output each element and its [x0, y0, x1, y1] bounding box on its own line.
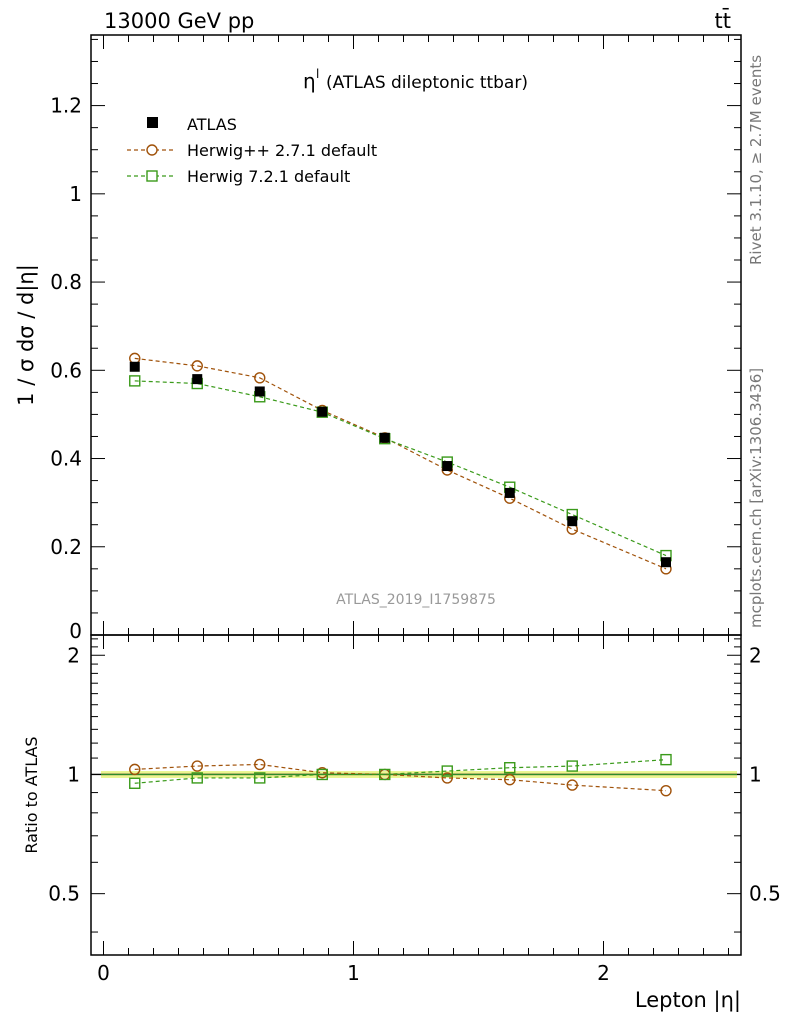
series-layer: [129, 352, 672, 797]
ratio-y-axis-label: Ratio to ATLAS: [22, 736, 41, 853]
plot-title: η l (ATLAS dileptonic ttbar): [303, 67, 528, 93]
ratio-tick-label-right: 0.5: [749, 882, 781, 906]
herwig-2-7-1-default-ratio-point: [566, 779, 578, 791]
ratio-tick-label-left: 2: [67, 643, 80, 667]
y-tick-label: 0.4: [50, 447, 82, 471]
herwig-2-7-1-default-ratio-point: [191, 760, 203, 772]
atlas-point: [661, 557, 671, 568]
y-tick-label: 0.2: [50, 535, 82, 559]
legend-label-herwig7: Herwig 7.2.1 default: [187, 167, 350, 186]
uncertainty-band-layer: [91, 771, 741, 778]
legend-label-atlas: ATLAS: [187, 115, 237, 134]
legend-marker-herwig7: [146, 170, 158, 182]
herwig-7-2-1-default-ratio-point: [441, 765, 453, 777]
herwig-7-2-1-default-ratio-point: [254, 772, 266, 784]
x-tick-label: 1: [347, 961, 360, 985]
herwig-7-2-1-default-ratio-point: [660, 753, 672, 766]
atlas-point: [254, 386, 265, 397]
y-tick-label: 0.6: [50, 358, 82, 382]
analysis-watermark: ATLAS_2019_I1759875: [336, 592, 496, 608]
ratio-tick-label-left: 1: [67, 762, 80, 786]
herwig-7-2-1-default-ratio-point: [379, 768, 391, 781]
herwig-2-7-1-default-line: [134, 357, 667, 570]
atlas-point: [317, 406, 328, 417]
ratio-tick-label-left: 0.5: [48, 882, 80, 906]
ratio-panel-frame: [90, 634, 742, 956]
mcplots-label: mcplots.cern.ch [arXiv:1306.3436]: [747, 368, 765, 628]
legend: ATLAS Herwig++ 2.7.1 default Herwig 7.2.…: [127, 115, 377, 186]
herwig-7-2-1-default-ratio-point: [566, 760, 578, 772]
herwig-7-2-1-default-point: [129, 375, 141, 387]
atlas-point: [504, 487, 515, 498]
herwig-2-7-1-default-point: [191, 360, 203, 372]
rivet-label: Rivet 3.1.10, ≥ 2.7M events: [747, 55, 765, 265]
herwig-7-2-1-default-line: [134, 380, 667, 557]
header-right-label: tt̄: [715, 8, 731, 33]
title-text: (ATLAS dileptonic ttbar): [326, 73, 528, 93]
atlas-point: [379, 432, 390, 443]
y-axis-label: 1 / σ dσ / d|η|: [14, 264, 39, 406]
herwig-7-2-1-default-ratio-point: [504, 762, 516, 774]
atlas-point: [442, 461, 453, 472]
legend-marker-herwigpp: [146, 144, 158, 156]
x-tick-label: 2: [597, 961, 610, 985]
herwig-2-7-1-default-ratio-point: [129, 763, 141, 776]
x-axis-label: Lepton |η|: [635, 988, 741, 1013]
herwig-7-2-1-default-ratio-point: [316, 768, 328, 781]
legend-label-herwigpp: Herwig++ 2.7.1 default: [187, 141, 377, 160]
atlas-point: [567, 516, 578, 527]
axes-layer: 0 1 200.20.40.60.811.20.5 0.51 12 2: [48, 35, 781, 985]
header-left-label: 13000 GeV pp: [104, 9, 254, 33]
herwig-2-7-1-default-ratio-point: [441, 772, 453, 784]
legend-marker-atlas: [147, 117, 158, 128]
herwig-2-7-1-default-ratio-point: [254, 758, 266, 771]
x-tick-label: 0: [97, 961, 110, 985]
atlas-point: [192, 374, 203, 385]
title-symbol: η: [303, 69, 316, 93]
herwig-2-7-1-default-point: [254, 372, 266, 384]
y-tick-label: 1.2: [50, 94, 82, 118]
atlas-point: [129, 361, 140, 372]
y-tick-label: 0.8: [50, 270, 82, 294]
herwig-7-2-1-default-ratio-point: [191, 772, 203, 784]
ratio-tick-label-right: 2: [749, 643, 762, 667]
herwig-2-7-1-default-ratio-point: [504, 773, 516, 786]
ratio-tick-label-right: 1: [749, 762, 762, 786]
y-tick-label: 0: [69, 619, 82, 643]
title-superscript: l: [316, 67, 319, 81]
y-tick-label: 1: [69, 182, 82, 206]
herwig-7-2-1-default-ratio-point: [129, 777, 141, 789]
herwig-2-7-1-default-ratio-point: [660, 784, 672, 797]
